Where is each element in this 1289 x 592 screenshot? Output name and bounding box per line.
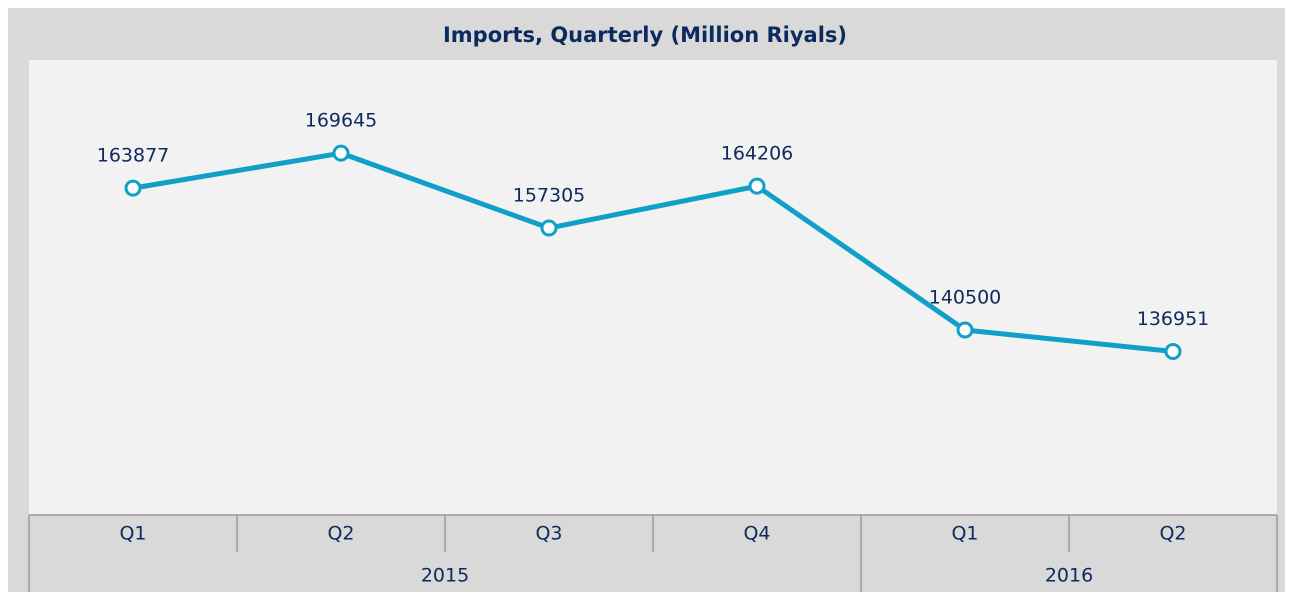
chart-title: Imports, Quarterly (Million Riyals) [443, 23, 847, 47]
line-series [132, 150, 1174, 354]
data-point [956, 321, 974, 339]
group-label: 2016 [1045, 565, 1093, 587]
data-point [1164, 342, 1182, 360]
data-label: 163877 [97, 145, 170, 167]
data-label: 136951 [1137, 308, 1210, 330]
x-tick-label: Q1 [119, 523, 146, 545]
x-tick-label: Q3 [535, 523, 562, 545]
group-label: 2015 [421, 565, 469, 587]
data-label: 169645 [305, 110, 378, 132]
plot-area [29, 60, 1277, 515]
data-label: 164206 [721, 143, 794, 165]
data-point [124, 179, 142, 197]
x-tick-label: Q2 [1159, 523, 1186, 545]
x-tick-label: Q2 [327, 523, 354, 545]
data-point [748, 177, 766, 195]
data-label: 140500 [929, 286, 1002, 308]
x-tick-label: Q4 [743, 523, 770, 545]
data-label: 157305 [513, 185, 586, 207]
data-point [540, 219, 558, 237]
x-tick-label: Q1 [951, 523, 978, 545]
data-point [332, 144, 350, 162]
